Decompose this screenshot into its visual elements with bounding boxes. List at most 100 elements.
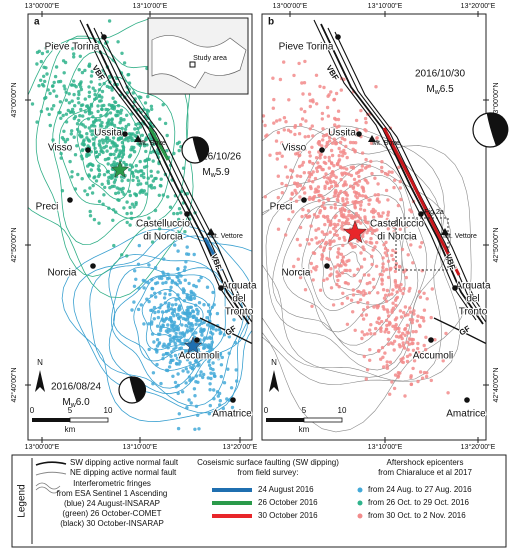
aftershock: [131, 174, 136, 178]
aftershock: [98, 139, 102, 143]
fringe: [265, 160, 428, 371]
aftershock: [299, 107, 303, 111]
aftershock: [43, 79, 47, 84]
aftershock: [210, 340, 214, 344]
aftershock: [322, 85, 326, 90]
aftershock: [199, 329, 203, 334]
fringe: [76, 105, 142, 200]
aftershock: [430, 287, 434, 291]
aftershock: [130, 138, 134, 143]
aftershock: [209, 376, 213, 381]
aftershock: [291, 143, 296, 147]
aftershock: [116, 40, 120, 44]
aftershock: [144, 149, 148, 154]
aftershock: [88, 214, 93, 218]
aftershock: [297, 149, 301, 153]
aftershock: [334, 175, 338, 179]
aftershock: [161, 356, 165, 361]
aftershock: [112, 152, 116, 156]
aftershock: [185, 252, 189, 256]
aftershock: [342, 148, 346, 153]
aftershock: [162, 257, 166, 261]
aftershock: [394, 334, 399, 339]
aftershock: [197, 362, 201, 367]
aftershock: [388, 360, 393, 364]
aftershock: [408, 286, 412, 291]
aftershock: [191, 327, 195, 331]
aftershock: [290, 192, 294, 196]
aftershock: [70, 129, 74, 133]
place-label: Ussita: [328, 128, 356, 139]
aftershock: [135, 131, 139, 135]
aftershock: [192, 387, 197, 391]
place-label: Castelluccio: [136, 219, 190, 230]
aftershock: [79, 107, 83, 112]
aftershock: [263, 195, 267, 199]
north-label: N: [271, 358, 277, 367]
aftershock: [367, 198, 371, 202]
aftershock: [364, 129, 368, 133]
aftershock: [331, 303, 336, 307]
aftershock: [337, 159, 341, 163]
aftershock: [370, 254, 374, 259]
aftershock: [151, 159, 155, 163]
aftershock: [327, 155, 331, 160]
aftershock: [214, 328, 218, 332]
focal-mechanism-quadrant: [192, 136, 210, 163]
aftershock: [351, 166, 356, 170]
aftershock: [71, 47, 75, 51]
aftershock: [191, 332, 195, 336]
aftershock: [81, 114, 85, 118]
aftershock: [375, 198, 379, 202]
surface-fault: [382, 127, 461, 276]
aftershock: [176, 293, 180, 297]
aftershock: [356, 267, 360, 271]
scale-unit: km: [299, 425, 310, 434]
aftershock: [106, 162, 110, 166]
place-label: Amatrice: [212, 409, 252, 420]
aftershock: [58, 100, 63, 104]
aftershock: [112, 160, 116, 164]
aftershock: [360, 336, 364, 341]
aftershock: [133, 269, 137, 273]
aftershock: [100, 120, 104, 125]
aftershock: [379, 326, 383, 330]
aftershock: [195, 357, 199, 361]
aftershock: [284, 183, 288, 188]
peak-symbol: [441, 228, 449, 235]
aftershock: [87, 62, 92, 66]
aftershock: [149, 322, 154, 326]
aftershock: [397, 343, 402, 347]
aftershock: [150, 240, 155, 244]
aftershock: [383, 171, 388, 176]
aftershock: [145, 108, 149, 113]
aftershock: [100, 182, 104, 186]
aftershock: [163, 301, 168, 305]
aftershock: [189, 401, 193, 405]
aftershock: [180, 390, 185, 394]
aftershock: [356, 300, 360, 305]
aftershock: [354, 141, 358, 145]
aftershock: [142, 175, 146, 180]
aftershock: [363, 166, 368, 170]
scale-bar: [266, 418, 304, 422]
aftershock: [226, 367, 230, 371]
aftershock: [154, 295, 158, 299]
aftershock: [161, 193, 165, 197]
aftershock: [125, 200, 129, 204]
aftershock: [130, 202, 135, 206]
aftershock: [363, 116, 368, 121]
aftershock: [194, 374, 199, 378]
aftershock: [209, 330, 213, 335]
aftershock: [332, 137, 336, 141]
aftershock: [77, 118, 81, 123]
aftershock: [171, 374, 175, 378]
aftershock: [324, 172, 328, 176]
aftershock: [330, 161, 334, 166]
aftershock: [371, 215, 376, 219]
aftershock: [102, 145, 106, 150]
aftershock: [401, 341, 405, 345]
aftershock: [106, 123, 110, 127]
fault-line: [320, 23, 484, 325]
aftershock: [114, 191, 118, 196]
